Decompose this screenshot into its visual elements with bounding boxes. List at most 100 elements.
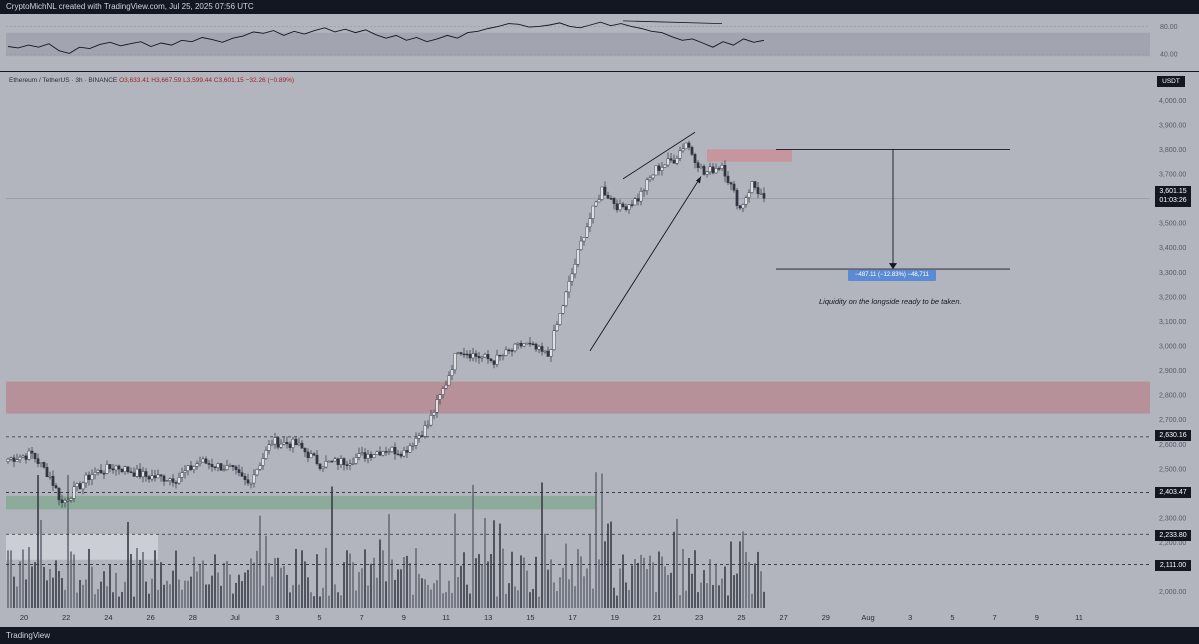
candle [654, 165, 658, 176]
candle [228, 463, 232, 467]
candle [93, 467, 97, 480]
candle [726, 171, 730, 185]
currency-tag[interactable]: USDT [1157, 76, 1185, 87]
candle [198, 456, 202, 467]
candle [6, 457, 10, 464]
candle [195, 460, 199, 470]
price-tick-label: 3,000.00 [1159, 344, 1186, 351]
candle-body [219, 463, 223, 471]
candle-body [510, 350, 514, 352]
candle-body [162, 475, 166, 482]
candle-body [87, 474, 91, 480]
volume-bar [676, 518, 678, 608]
candle [264, 446, 268, 460]
candle [753, 180, 757, 191]
volume-bar [742, 531, 744, 608]
volume-bar [673, 531, 675, 608]
candle-body [501, 355, 505, 357]
level-tag: 2,630.16 [1155, 430, 1191, 441]
candle [672, 154, 676, 164]
oscillator-band [6, 32, 1150, 57]
candle-body [762, 193, 766, 199]
volume-bar [400, 569, 402, 608]
volume-bar [619, 568, 621, 608]
candle [96, 468, 100, 476]
date-tick-label: 19 [611, 613, 619, 622]
candle [303, 447, 307, 458]
volume-bar [703, 570, 705, 608]
volume-bar [289, 592, 291, 608]
candle-body [684, 142, 688, 150]
candle [468, 350, 472, 362]
candle [597, 194, 601, 203]
volume-bar [454, 513, 456, 608]
volume-bar [208, 584, 210, 608]
volume-bar [652, 562, 654, 608]
supply-zone-lower [6, 381, 1150, 414]
candle-body [204, 458, 208, 464]
volume-bar [46, 580, 48, 608]
volume-bar [67, 475, 69, 608]
volume-bar [19, 561, 21, 608]
volume-bar [535, 556, 537, 608]
candle-body [468, 353, 472, 359]
candle [501, 353, 505, 361]
volume-bar [505, 593, 507, 608]
volume-bar [148, 593, 150, 608]
candle-body [384, 451, 388, 453]
candle-body [567, 281, 571, 293]
candle-body [321, 466, 325, 469]
volume-bar [421, 578, 423, 608]
candle-body [492, 360, 496, 365]
candle-body [555, 324, 559, 331]
candle [378, 446, 382, 456]
candle-body [741, 204, 745, 209]
candle [579, 236, 583, 251]
candle [756, 181, 760, 199]
candle [240, 466, 244, 477]
volume-bar [295, 548, 297, 608]
candle-body [99, 469, 103, 474]
candle-body [336, 458, 340, 466]
volume-bar [406, 555, 408, 608]
candle [414, 432, 418, 450]
volume-bar [574, 586, 576, 608]
demand-zone [6, 495, 596, 510]
candle-body [225, 465, 229, 470]
candle-body [60, 499, 64, 503]
candle-body [678, 150, 682, 159]
candle-body [711, 166, 715, 174]
candle [645, 177, 649, 195]
volume-bar [22, 549, 24, 608]
candle [300, 440, 304, 449]
volume-bar [427, 584, 429, 608]
candle-body [75, 483, 79, 487]
candle-body [543, 350, 547, 353]
candle-body [408, 445, 412, 453]
candle-body [168, 478, 172, 481]
candle-body [576, 249, 580, 265]
candle [663, 164, 667, 168]
candle [549, 349, 553, 362]
candle-body [381, 451, 385, 456]
volume-bar [241, 581, 243, 608]
candle-body [714, 168, 718, 174]
volume-bar [385, 581, 387, 608]
candle [174, 480, 178, 489]
candle-body [105, 464, 109, 474]
candle-body [483, 354, 487, 358]
date-tick-label: 13 [484, 613, 492, 622]
candle [681, 143, 685, 153]
candle [621, 201, 625, 209]
candle [147, 474, 151, 483]
candle-body [432, 412, 436, 416]
candle-body [690, 147, 694, 155]
candle-body [15, 459, 19, 462]
candle-body [165, 480, 169, 482]
candle [627, 204, 631, 214]
date-tick-label: 5 [317, 613, 321, 622]
candle-body [531, 343, 535, 346]
volume-bar [616, 595, 618, 608]
candle [345, 461, 349, 470]
